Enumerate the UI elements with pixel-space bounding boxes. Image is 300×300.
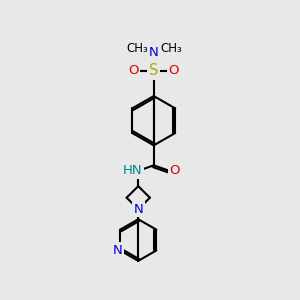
Text: CH₃: CH₃ <box>127 42 148 55</box>
Text: S: S <box>149 63 158 78</box>
Text: O: O <box>169 164 180 177</box>
Text: N: N <box>134 203 143 216</box>
Text: HN: HN <box>123 164 142 177</box>
Text: CH₃: CH₃ <box>160 42 182 55</box>
Text: N: N <box>149 46 159 59</box>
Text: O: O <box>169 64 179 77</box>
Text: O: O <box>128 64 139 77</box>
Text: N: N <box>113 244 123 257</box>
